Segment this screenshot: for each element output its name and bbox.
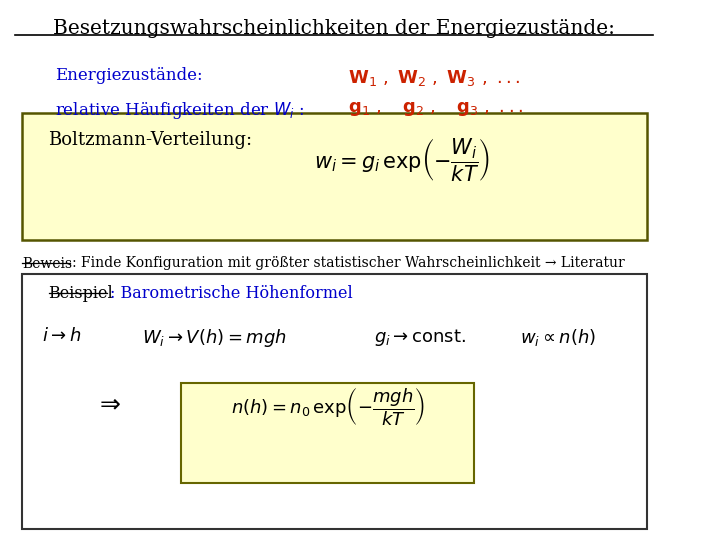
Text: $\mathbf{g}_1\ ,\quad \mathbf{g}_2\ ,\quad \mathbf{g}_3\ ,\ ...$: $\mathbf{g}_1\ ,\quad \mathbf{g}_2\ ,\qu… xyxy=(348,100,523,118)
Text: Boltzmann-Verteilung:: Boltzmann-Verteilung: xyxy=(48,131,253,149)
Text: Besetzungswahrscheinlichkeiten der Energiezustände:: Besetzungswahrscheinlichkeiten der Energ… xyxy=(53,19,616,38)
Text: : Barometrische Höhenformel: : Barometrische Höhenformel xyxy=(109,285,352,302)
Text: Beweis: Beweis xyxy=(22,256,72,271)
Text: $g_i \rightarrow \mathrm{const.}$: $g_i \rightarrow \mathrm{const.}$ xyxy=(374,327,467,348)
Text: : Finde Konfiguration mit größter statistischer Wahrscheinlichkeit → Literatur: : Finde Konfiguration mit größter statis… xyxy=(72,256,624,271)
Text: Beispiel: Beispiel xyxy=(48,285,113,302)
Text: Energiezustände:: Energiezustände: xyxy=(55,68,203,84)
FancyBboxPatch shape xyxy=(22,113,647,240)
Text: $\Rightarrow$: $\Rightarrow$ xyxy=(95,392,122,415)
Text: $w_i \propto n(h)$: $w_i \propto n(h)$ xyxy=(521,327,596,348)
Text: $\mathbf{W}_1\ ,\ \mathbf{W}_2\ ,\ \mathbf{W}_3\ ,\ ...$: $\mathbf{W}_1\ ,\ \mathbf{W}_2\ ,\ \math… xyxy=(348,68,521,87)
Text: $W_i \rightarrow V(h)= mgh$: $W_i \rightarrow V(h)= mgh$ xyxy=(142,327,287,349)
FancyBboxPatch shape xyxy=(22,274,647,529)
Text: $n(h) = n_0 \, \exp\!\left(-\dfrac{mgh}{kT}\right)$: $n(h) = n_0 \, \exp\!\left(-\dfrac{mgh}{… xyxy=(230,386,425,428)
Text: relative Häufigkeiten der $W_i$ :: relative Häufigkeiten der $W_i$ : xyxy=(55,100,305,121)
Text: $i \rightarrow h$: $i \rightarrow h$ xyxy=(42,327,81,345)
FancyBboxPatch shape xyxy=(181,383,474,483)
Text: $w_i = g_i \, \exp\!\left(-\dfrac{W_i}{kT}\right)$: $w_i = g_i \, \exp\!\left(-\dfrac{W_i}{k… xyxy=(315,136,490,183)
